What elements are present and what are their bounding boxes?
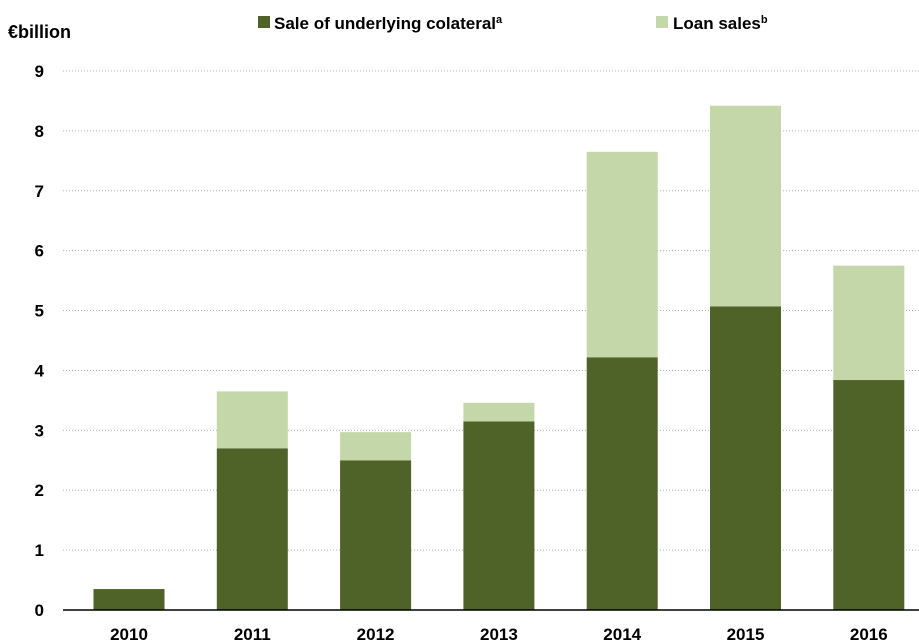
y-tick-label-0: 0	[35, 601, 44, 620]
legend-label-sale-of-underlying-colateral: Sale of underlying colateral	[274, 14, 496, 33]
y-tick-label-4: 4	[35, 361, 45, 380]
y-axis-ticks: 0 1 2 3 4 5 6 7 8 9	[35, 62, 45, 620]
x-tick-label-2012: 2012	[357, 625, 395, 644]
bar-loan-sales-2012	[340, 432, 412, 461]
bar-sale-of-underlying-colateral-2012	[340, 460, 412, 610]
bars	[93, 105, 905, 610]
y-tick-label-2: 2	[35, 481, 44, 500]
bar-loan-sales-2016	[833, 265, 905, 381]
y-tick-label-9: 9	[35, 62, 44, 81]
bar-loan-sales-2015	[710, 105, 781, 307]
legend-item-loan-sales: Loan salesb	[656, 14, 768, 33]
legend-superscript-b: b	[761, 14, 768, 26]
x-tick-label-2015: 2015	[727, 625, 765, 644]
x-tick-label-2011: 2011	[234, 625, 271, 644]
bar-loan-sales-2013	[463, 402, 535, 422]
y-tick-label-6: 6	[35, 242, 44, 261]
bar-sale-of-underlying-colateral-2015	[710, 306, 781, 610]
y-axis-unit-label: €billion	[8, 22, 71, 42]
bar-loan-sales-2011	[216, 391, 288, 449]
x-axis-ticks: 2010 2011 2012 2013 2014 2015 2016	[110, 625, 888, 644]
y-tick-label-3: 3	[35, 421, 44, 440]
legend: Sale of underlying colaterala Loan sales…	[258, 14, 768, 33]
y-tick-label-7: 7	[35, 182, 44, 201]
x-tick-label-2013: 2013	[480, 625, 518, 644]
svg-text:Loan salesb: Loan salesb	[673, 14, 768, 33]
x-tick-label-2016: 2016	[850, 625, 888, 644]
y-tick-label-5: 5	[35, 302, 44, 321]
bar-sale-of-underlying-colateral-2016	[833, 380, 905, 610]
bar-sale-of-underlying-colateral-2013	[463, 421, 535, 610]
bar-sale-of-underlying-colateral-2014	[586, 357, 658, 610]
bar-sale-of-underlying-colateral-2010	[93, 589, 165, 610]
legend-item-sale-of-underlying-colateral: Sale of underlying colaterala	[258, 14, 503, 33]
legend-swatch-loan-sales	[656, 16, 668, 28]
x-tick-label-2014: 2014	[603, 625, 641, 644]
legend-superscript-a: a	[496, 14, 503, 26]
bar-sale-of-underlying-colateral-2011	[216, 448, 288, 610]
y-tick-label-1: 1	[35, 541, 44, 560]
svg-text:Sale of underlying colaterala: Sale of underlying colaterala	[274, 14, 503, 33]
x-tick-label-2010: 2010	[110, 625, 148, 644]
legend-swatch-sale-of-underlying-colateral	[258, 16, 270, 28]
legend-label-loan-sales: Loan sales	[673, 14, 761, 33]
bar-loan-sales-2014	[586, 151, 658, 358]
y-tick-label-8: 8	[35, 122, 44, 141]
